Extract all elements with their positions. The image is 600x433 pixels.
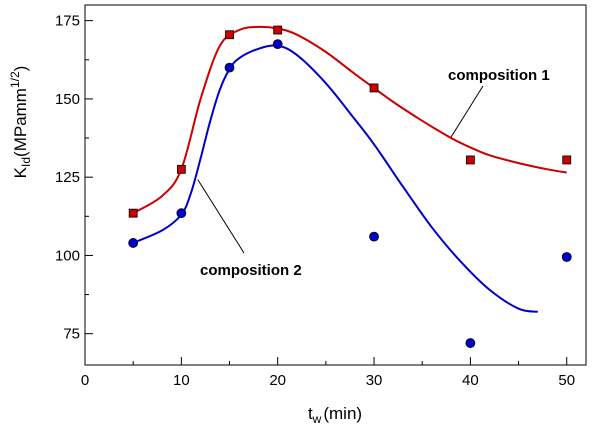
data-point-composition-1 <box>225 30 234 40</box>
annotation-composition-1: composition 1 <box>448 67 550 84</box>
fit-curve-series-1 <box>132 25 567 215</box>
data-point-composition-2 <box>561 252 572 262</box>
x-tick-label: 30 <box>366 372 383 389</box>
x-tick-label: 40 <box>462 372 479 389</box>
y-tick-label: 175 <box>55 13 80 30</box>
x-axis-title-sub: w <box>312 412 322 426</box>
x-tick-label: 10 <box>173 372 190 389</box>
x-tick-label: 50 <box>558 372 575 389</box>
data-point-composition-1 <box>128 208 138 218</box>
y-tick-label: 100 <box>55 247 80 264</box>
data-point-composition-2 <box>369 231 379 242</box>
x-axis-title-main: t <box>308 404 313 423</box>
data-markers <box>128 25 572 348</box>
y-axis-title-sup: 1/2 <box>8 71 22 88</box>
data-point-composition-2 <box>128 238 139 248</box>
annotation-pointer-composition-1 <box>450 85 484 138</box>
x-tick-label: 0 <box>81 372 89 389</box>
x-tick-label: 20 <box>269 372 286 389</box>
y-axis-title: KId(MPamm1/2) <box>8 66 33 179</box>
data-point-composition-2 <box>272 39 283 50</box>
y-axis-title-unit-post: ) <box>11 66 30 72</box>
data-point-composition-1 <box>562 155 572 165</box>
plot-frame <box>84 4 587 366</box>
data-point-composition-1 <box>176 164 186 174</box>
y-tick-label: 75 <box>63 326 80 343</box>
data-point-composition-1 <box>369 83 379 93</box>
annotation-pointer-composition-2 <box>197 179 245 254</box>
data-point-composition-2 <box>465 338 476 348</box>
y-axis-title-main: K <box>11 166 30 178</box>
data-point-composition-2 <box>176 208 187 219</box>
y-tick-label: 125 <box>55 169 80 186</box>
y-axis-title-sub: Id <box>19 157 33 167</box>
y-axis-title-unit-pre: (MPamm <box>11 88 30 157</box>
x-axis-title-unit: (min) <box>323 404 362 423</box>
y-tick-label: 150 <box>55 91 80 108</box>
axes <box>84 4 587 366</box>
annotation-composition-2: composition 2 <box>200 262 302 279</box>
data-point-composition-2 <box>224 62 235 73</box>
fit-curve-series-2 <box>132 44 538 313</box>
data-point-composition-1 <box>273 25 283 35</box>
annotations: composition 1 composition 2 <box>197 67 550 279</box>
x-axis-title: tw (min) <box>308 404 362 426</box>
data-point-composition-1 <box>465 155 475 165</box>
tick-labels: 0 10 20 30 40 50 75 100 125 150 175 <box>55 13 575 389</box>
